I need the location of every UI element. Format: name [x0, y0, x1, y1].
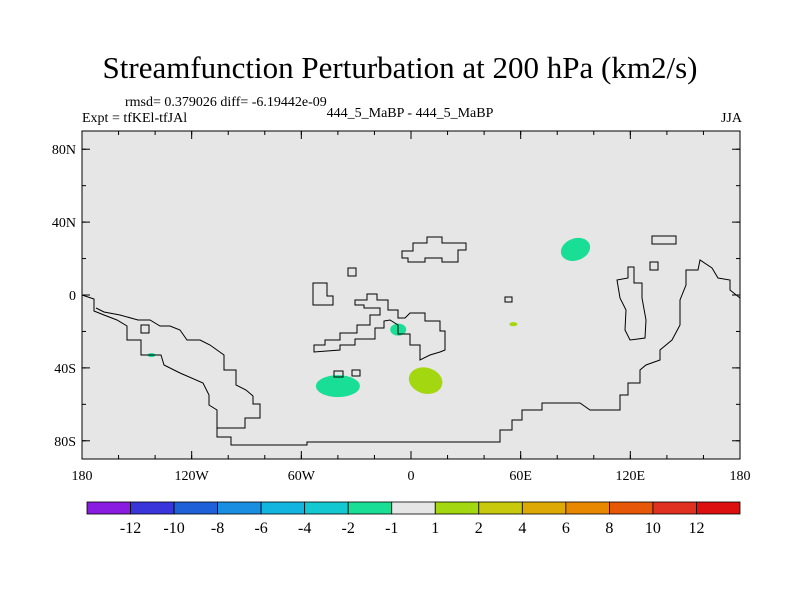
colorbar-box: [173, 501, 218, 515]
colorbar-label: -6: [254, 520, 267, 537]
colorbar-box: [434, 501, 480, 515]
anomaly-contour: [408, 367, 443, 394]
x-tick-label: 120E: [616, 469, 646, 484]
colorbar-box: [478, 501, 523, 515]
y-tick-label: 80S: [54, 435, 76, 450]
colorbar-box: [217, 501, 262, 515]
y-axis: 80N 40N 0 40S 80S: [52, 143, 740, 450]
colorbar: -12 -10 -8 -6 -4 -2 -1 1 2 4 6 8 10 12: [86, 501, 741, 537]
stats-line: rmsd= 0.379026 diff= -6.19442e-09: [125, 95, 327, 110]
experiment-label: Expt = tfKEl-tfJAl: [82, 111, 188, 126]
colorbar-label: -2: [342, 520, 355, 537]
y-tick-label: 80N: [52, 143, 76, 158]
colorbar-label: 10: [645, 520, 661, 537]
colorbar-box: [652, 501, 697, 515]
colorbar-box: [391, 501, 436, 515]
season-label: JJA: [720, 111, 742, 126]
anomaly-contour: [560, 237, 591, 261]
center-label: 444_5_MaBP - 444_5_MaBP: [326, 106, 494, 121]
x-axis: 180 120W 60W 0 60E 120E 180: [72, 131, 751, 484]
colorbar-box: [304, 501, 349, 515]
colorbar-box: [260, 501, 306, 515]
x-tick-label: 180: [730, 469, 751, 484]
colorbar-label: 1: [431, 520, 439, 537]
colorbar-label: 12: [688, 520, 704, 537]
x-tick-label: 60E: [509, 469, 532, 484]
colorbar-box: [347, 501, 393, 515]
colorbar-label: 2: [475, 520, 483, 537]
x-tick-label: 0: [408, 469, 415, 484]
colorbar-box: [696, 501, 741, 515]
colorbar-box: [565, 501, 610, 515]
colorbar-label: -12: [120, 520, 141, 537]
colorbar-box: [130, 501, 175, 515]
anomaly-contour: [315, 375, 360, 398]
colorbar-label: 4: [518, 520, 526, 537]
x-tick-label: 120W: [175, 469, 210, 484]
x-tick-label: 60W: [288, 469, 316, 484]
anomaly-contour: [509, 322, 518, 327]
colorbar-label: 8: [605, 520, 613, 537]
y-tick-label: 40S: [54, 362, 76, 377]
colorbar-box: [609, 501, 654, 515]
colorbar-box: [521, 501, 567, 515]
colorbar-label: -4: [298, 520, 311, 537]
map-background: [82, 131, 740, 459]
y-tick-label: 0: [69, 289, 76, 304]
chart-title: Streamfunction Perturbation at 200 hPa (…: [102, 50, 698, 85]
colorbar-label: -1: [385, 520, 398, 537]
colorbar-label: -8: [211, 520, 224, 537]
anomaly-layer: [147, 237, 591, 398]
colorbar-label: 6: [562, 520, 570, 537]
x-tick-label: 180: [72, 469, 93, 484]
colorbar-box: [86, 501, 131, 515]
colorbar-label: -10: [163, 520, 184, 537]
y-tick-label: 40N: [52, 216, 76, 231]
coastline: [81, 235, 741, 446]
